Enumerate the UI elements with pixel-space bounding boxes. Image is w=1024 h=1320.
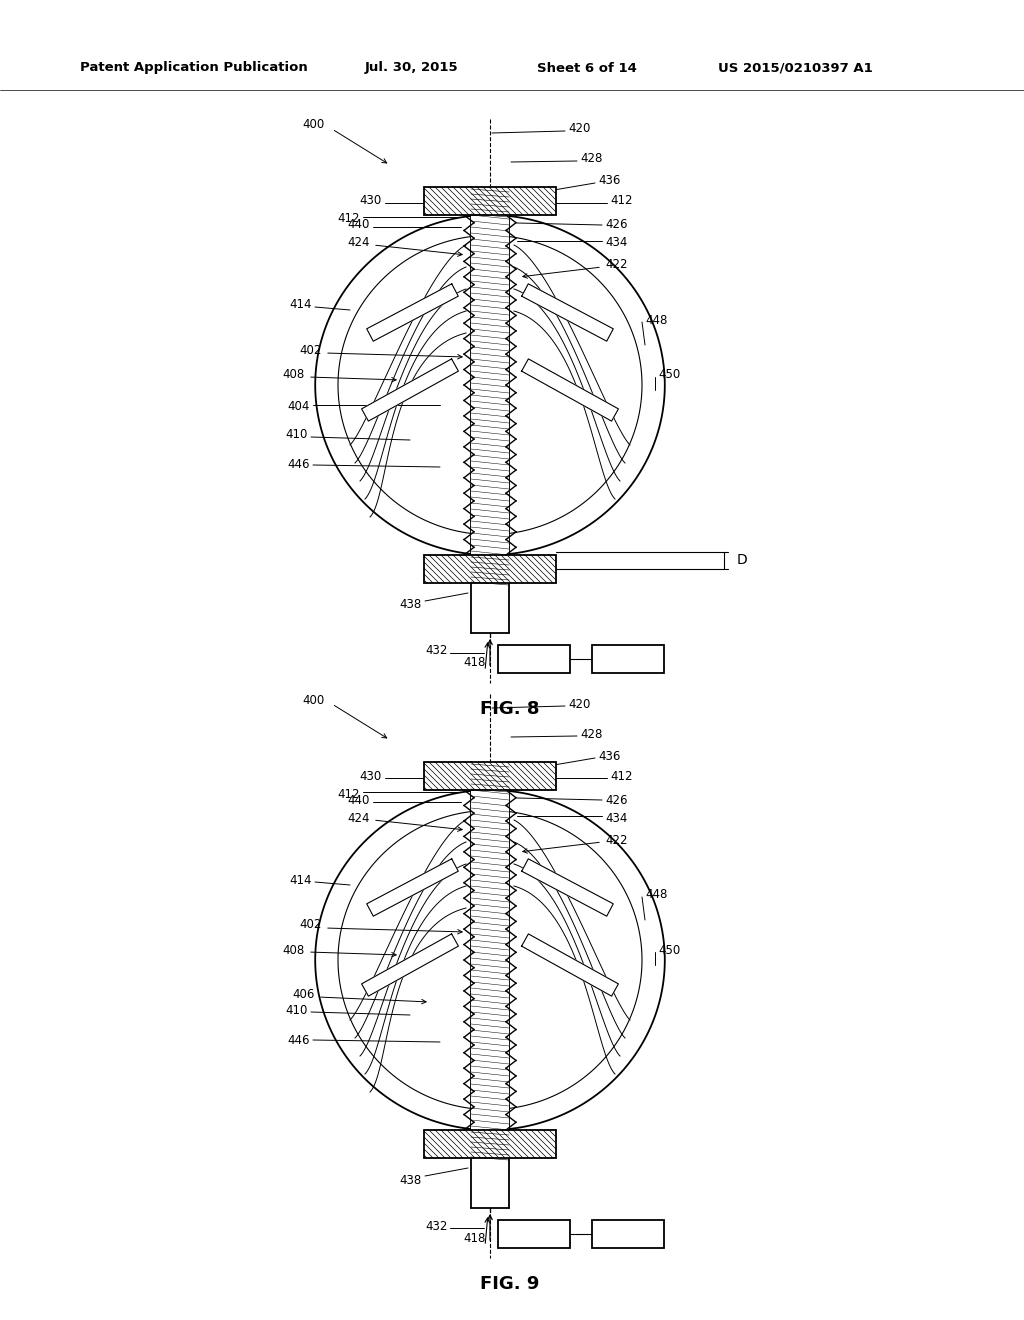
Text: 412: 412 [338, 788, 360, 800]
Text: 442: 442 [521, 1228, 547, 1241]
Text: 412: 412 [610, 770, 633, 783]
Polygon shape [521, 284, 613, 341]
Text: 404: 404 [288, 400, 310, 413]
Bar [471, 762, 509, 1158]
Text: 440: 440 [347, 793, 370, 807]
Text: 428: 428 [580, 727, 602, 741]
Bar [498, 645, 570, 673]
Text: 444: 444 [615, 1228, 641, 1241]
Polygon shape [367, 859, 459, 916]
Text: 446: 446 [288, 458, 310, 471]
Polygon shape [361, 359, 459, 421]
Text: 412: 412 [338, 213, 360, 226]
Text: 438: 438 [399, 1173, 422, 1187]
Text: 432: 432 [426, 644, 449, 657]
Bar [424, 762, 556, 789]
Text: 434: 434 [605, 236, 628, 249]
Text: 420: 420 [568, 697, 591, 710]
Text: 414: 414 [290, 874, 312, 887]
Text: 434: 434 [605, 812, 628, 825]
Bar [424, 187, 556, 215]
Text: 400: 400 [303, 693, 325, 706]
Text: 410: 410 [286, 429, 308, 441]
Text: 422: 422 [605, 259, 628, 272]
Text: 400: 400 [303, 119, 325, 132]
Text: 436: 436 [598, 174, 621, 187]
Text: 412: 412 [610, 194, 633, 207]
Text: 446: 446 [288, 1034, 310, 1047]
Text: FIG. 8: FIG. 8 [480, 700, 540, 718]
Text: 438: 438 [399, 598, 422, 611]
Text: FIG. 9: FIG. 9 [480, 1275, 540, 1294]
Bar [424, 554, 556, 583]
Text: 410: 410 [286, 1003, 308, 1016]
Text: 406: 406 [293, 989, 315, 1002]
Text: 408: 408 [283, 368, 305, 381]
Text: Jul. 30, 2015: Jul. 30, 2015 [365, 62, 459, 74]
Bar [471, 187, 509, 583]
Text: 418: 418 [464, 1232, 486, 1245]
Text: Sheet 6 of 14: Sheet 6 of 14 [537, 62, 637, 74]
Text: 424: 424 [347, 812, 370, 825]
Text: 444: 444 [615, 652, 641, 665]
Text: 426: 426 [605, 219, 628, 231]
Text: 448: 448 [645, 314, 668, 326]
Bar [498, 1220, 570, 1247]
Polygon shape [361, 933, 459, 997]
Text: 436: 436 [598, 750, 621, 763]
Text: 418: 418 [464, 656, 486, 669]
Text: 426: 426 [605, 793, 628, 807]
Text: 422: 422 [605, 833, 628, 846]
Text: 440: 440 [347, 219, 370, 231]
Text: 430: 430 [359, 194, 382, 207]
Polygon shape [521, 859, 613, 916]
Text: 402: 402 [300, 919, 322, 932]
Text: 450: 450 [658, 944, 680, 957]
Polygon shape [521, 933, 618, 997]
Text: 424: 424 [347, 236, 370, 249]
Text: 448: 448 [645, 888, 668, 902]
Text: 432: 432 [426, 1220, 449, 1233]
Text: Patent Application Publication: Patent Application Publication [80, 62, 308, 74]
Text: D: D [736, 553, 748, 568]
Text: 430: 430 [359, 770, 382, 783]
Text: 420: 420 [568, 123, 591, 136]
Text: US 2015/0210397 A1: US 2015/0210397 A1 [718, 62, 872, 74]
Text: 428: 428 [580, 153, 602, 165]
Polygon shape [367, 284, 459, 341]
Text: 402: 402 [300, 343, 322, 356]
Text: 442: 442 [521, 652, 547, 665]
Text: 450: 450 [658, 368, 680, 381]
Bar [592, 1220, 664, 1247]
Bar [424, 1130, 556, 1158]
Text: 414: 414 [290, 298, 312, 312]
Polygon shape [521, 359, 618, 421]
Text: 408: 408 [283, 944, 305, 957]
Bar [592, 645, 664, 673]
